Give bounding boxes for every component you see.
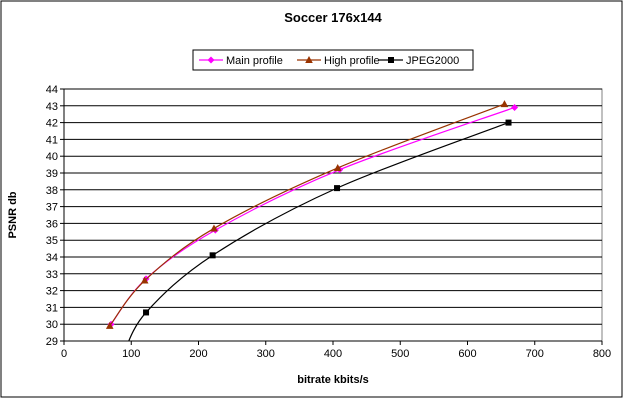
y-tick-label: 40 — [46, 151, 58, 163]
x-axis-title: bitrate kbits/s — [297, 374, 369, 386]
y-tick-label: 30 — [46, 319, 58, 331]
series-high-profile — [105, 100, 509, 329]
legend-item: Main profile — [199, 55, 283, 67]
chart-title: Soccer 176x144 — [284, 10, 382, 25]
data-point — [334, 185, 341, 192]
y-tick-label: 34 — [46, 252, 58, 264]
data-point — [305, 56, 313, 63]
legend-item: JPEG2000 — [379, 55, 459, 67]
data-point — [105, 321, 114, 329]
data-point — [511, 103, 519, 111]
plot-area — [63, 88, 603, 342]
legend: Main profile High profile JPEG2000 — [199, 55, 459, 67]
y-tick-label: 44 — [46, 84, 58, 96]
legend-box — [192, 49, 474, 71]
x-tick-label: 300 — [257, 348, 275, 360]
data-point — [505, 119, 512, 126]
legend-label: High profile — [324, 55, 380, 67]
x-tick-label: 100 — [122, 348, 140, 360]
y-tick-label: 41 — [46, 134, 58, 146]
y-tick-label: 37 — [46, 202, 58, 214]
x-tick-label: 600 — [458, 348, 476, 360]
x-tick-label: 400 — [324, 348, 342, 360]
y-tick-label: 43 — [46, 101, 58, 113]
legend-label: Main profile — [226, 55, 283, 67]
data-point — [209, 252, 216, 259]
x-tick-label: 800 — [593, 348, 611, 360]
data-point — [207, 56, 215, 64]
y-tick-label: 36 — [46, 218, 58, 230]
data-point — [140, 276, 149, 284]
y-tick-label: 32 — [46, 286, 58, 298]
series-jpeg2000 — [128, 119, 512, 341]
x-tick-label: 200 — [189, 348, 207, 360]
grid — [64, 88, 602, 325]
y-tick-label: 38 — [46, 185, 58, 197]
axes: 29 30 31 32 33 34 35 36 37 38 39 40 41 42 43 44 0 100 200 3… — [46, 84, 611, 360]
data-point — [143, 309, 150, 316]
y-tick-label: 33 — [46, 269, 58, 281]
y-tick-label: 29 — [46, 336, 58, 348]
y-tick-label: 42 — [46, 118, 58, 130]
series-layer — [105, 100, 519, 341]
x-tick-label: 500 — [391, 348, 409, 360]
data-point — [333, 163, 342, 171]
x-tick-label: 0 — [61, 348, 67, 360]
y-tick-label: 31 — [46, 302, 58, 314]
legend-item: High profile — [297, 55, 380, 67]
legend-label: JPEG2000 — [406, 55, 459, 67]
data-point — [388, 57, 394, 63]
y-axis-title: PSNR db — [7, 191, 19, 238]
data-point — [500, 100, 509, 108]
y-tick-label: 39 — [46, 168, 58, 180]
y-tick-label: 35 — [46, 235, 58, 247]
x-tick-label: 700 — [526, 348, 544, 360]
data-point — [210, 224, 218, 232]
